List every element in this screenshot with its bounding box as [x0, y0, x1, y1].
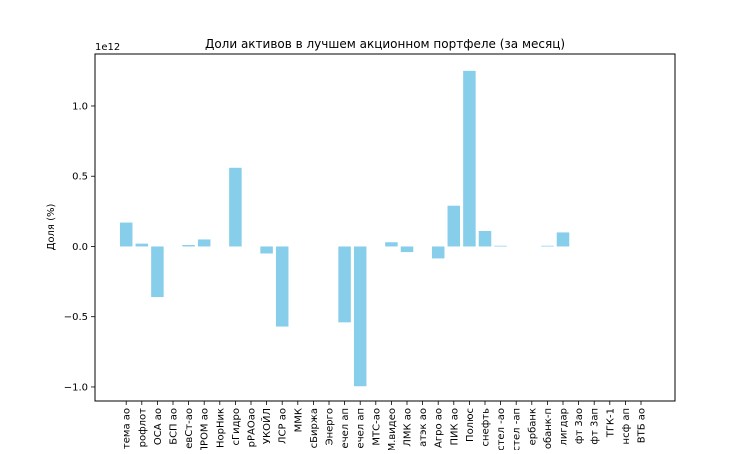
x-tick-label-14: ечел ап [340, 408, 351, 448]
x-tick-label-25: стел -ап [512, 408, 523, 450]
bar-18 [401, 246, 414, 252]
x-tick-label-30: фт 3ап [590, 408, 601, 445]
bar-10 [276, 246, 289, 326]
y-tick-label-1: −0.5 [64, 312, 88, 323]
y-tick-label-3: 0.5 [72, 172, 88, 183]
x-tick-label-16: МТС-ао [371, 408, 382, 446]
x-tick-label-3: БСП ао [169, 408, 180, 445]
y-offset-text: 1e12 [95, 42, 120, 53]
bar-17 [385, 242, 398, 246]
x-tick-label-17: М.видео [387, 408, 398, 450]
bar-21 [448, 206, 461, 247]
bar-7 [229, 168, 242, 247]
x-tick-label-6: НорНик [215, 408, 226, 448]
bar-9 [260, 246, 273, 253]
x-ticks-group: тема ао рофлот ОСА ао БСП ао евСт-ао ПРОМ ао Н… [122, 401, 648, 450]
x-tick-label-29: фт 3ао [574, 408, 585, 444]
x-tick-label-33: ВТБ ао [637, 408, 648, 443]
x-tick-label-27: обанк-п [543, 408, 554, 449]
x-tick-label-4: евСт-ао [184, 408, 195, 449]
x-tick-label-7: сГидро [231, 408, 242, 445]
bar-20 [432, 246, 445, 258]
x-tick-label-31: ТГК-1 [605, 408, 616, 438]
x-tick-label-19: атэк ао [418, 408, 429, 447]
bar-28 [557, 232, 570, 246]
x-tick-label-20: Агро ао [434, 408, 445, 448]
x-tick-label-5: ПРОМ ао [200, 408, 211, 450]
x-tick-label-13: Энерго [325, 408, 336, 445]
x-tick-label-8: рРАОао [247, 408, 258, 447]
x-tick-label-10: ЛСР ао [278, 408, 289, 444]
x-tick-label-1: рофлот [137, 408, 148, 448]
x-tick-label-26: ербанк [527, 408, 538, 445]
x-tick-label-0: тема ао [122, 408, 133, 449]
x-tick-label-9: УКОЙЛ [260, 408, 273, 444]
y-tick-label-4: 1.0 [72, 101, 88, 112]
x-tick-label-11: ММК [293, 408, 304, 432]
bar-2 [151, 246, 164, 297]
x-tick-label-18: ЛМК ао [403, 408, 414, 447]
bar-5 [198, 239, 211, 246]
bars-group [120, 71, 647, 386]
x-tick-label-23: снефть [481, 408, 492, 447]
bar-1 [136, 244, 149, 247]
x-tick-label-21: ПИК ао [449, 408, 460, 446]
chart-title: Доли активов в лучшем акционном портфеле… [205, 37, 565, 51]
bar-27 [541, 246, 554, 247]
x-tick-label-28: лигдар [559, 408, 570, 446]
bar-15 [354, 246, 367, 386]
plot-frame [95, 54, 675, 401]
bar-23 [479, 231, 492, 246]
bar-24 [494, 246, 507, 247]
bar-4 [182, 245, 195, 246]
x-tick-label-2: ОСА ао [153, 408, 164, 445]
y-ticks-group: −1.0 −0.5 0.0 0.5 1.0 [64, 101, 95, 393]
x-tick-label-22: Полюс [465, 408, 476, 442]
x-tick-label-32: нсф ап [621, 408, 632, 444]
y-tick-label-2: 0.0 [72, 242, 88, 253]
x-tick-label-24: стел -ао [496, 408, 507, 450]
y-tick-label-0: −1.0 [64, 382, 88, 393]
x-tick-label-15: ечел ап [356, 408, 367, 448]
x-tick-label-12: сБиржа [309, 408, 320, 448]
bar-22 [463, 71, 476, 247]
bar-14 [338, 246, 351, 322]
y-axis-label: Доля (%) [46, 203, 57, 250]
bar-0 [120, 223, 133, 247]
